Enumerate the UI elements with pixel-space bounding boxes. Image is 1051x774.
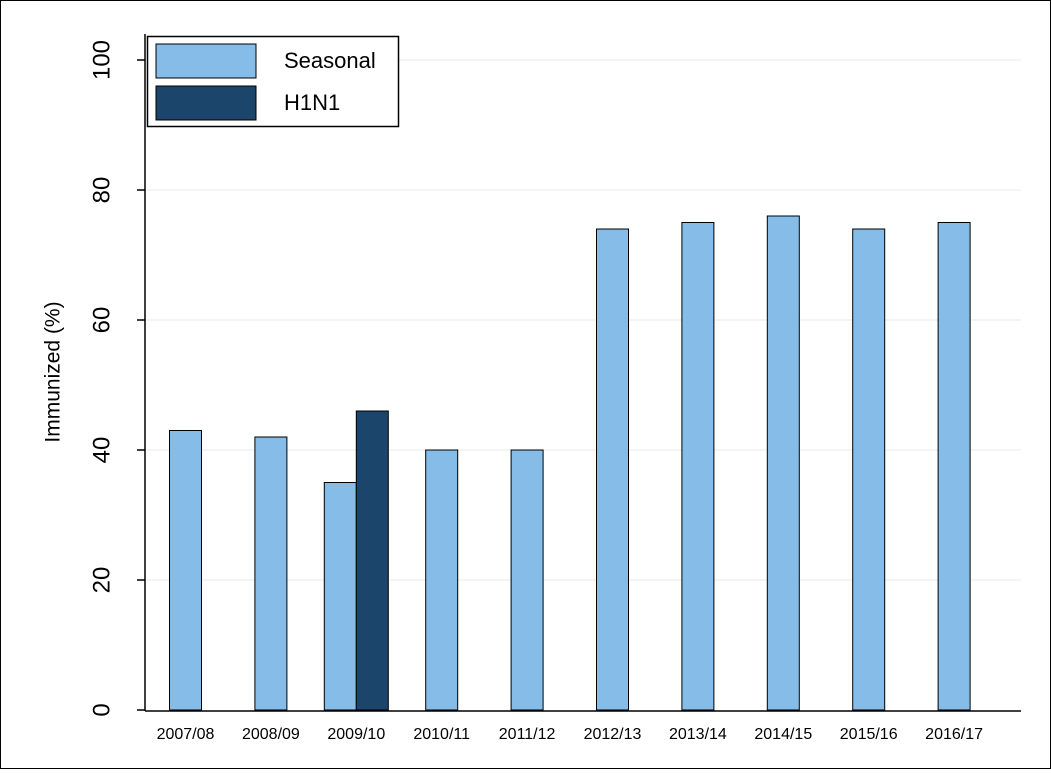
bar-seasonal-2010-11	[425, 449, 459, 711]
y-tick-label: 60	[88, 307, 115, 334]
bar-seasonal-2014-15	[766, 215, 800, 711]
legend-label-h1n1: H1N1	[284, 90, 340, 115]
axes	[144, 34, 1021, 712]
bar-seasonal-2009-10	[323, 482, 357, 711]
x-ticks: 2007/08 2008/09 2009/10 2010/11 2011/12 2012/…	[157, 726, 984, 743]
legend: Seasonal H1N1	[146, 35, 400, 128]
bars	[169, 215, 971, 711]
y-axis-label: Immunized (%)	[42, 301, 65, 442]
y-tick-label: 0	[88, 703, 115, 716]
y-ticks: 0 20 40 60 80 100	[88, 40, 145, 717]
bar-seasonal-2016-17	[937, 222, 971, 711]
x-tick-label: 2013/14	[669, 726, 727, 743]
x-tick-label: 2010/11	[413, 726, 470, 743]
x-tick-label: 2015/16	[840, 726, 898, 743]
legend-swatch-h1n1	[155, 85, 257, 121]
bar-seasonal-2011-12	[510, 449, 544, 711]
y-tick-label: 40	[88, 437, 115, 464]
y-tick-label: 80	[88, 177, 115, 204]
y-tick-label: 20	[88, 567, 115, 594]
x-tick-label: 2012/13	[584, 726, 642, 743]
legend-swatch-seasonal	[155, 43, 257, 79]
bar-seasonal-2008-09	[254, 436, 288, 711]
legend-label-seasonal: Seasonal	[284, 48, 376, 73]
x-tick-label: 2008/09	[242, 726, 300, 743]
bar-seasonal-2007-08	[169, 430, 202, 711]
x-tick-label: 2009/10	[327, 726, 385, 743]
y-tick-label: 100	[88, 40, 115, 80]
x-tick-label: 2007/08	[157, 726, 215, 743]
bar-seasonal-2013-14	[681, 222, 715, 711]
bar-seasonal-2015-16	[852, 228, 886, 711]
bar-seasonal-2012-13	[596, 228, 629, 711]
x-tick-label: 2016/17	[925, 726, 983, 743]
x-tick-label: 2014/15	[754, 726, 812, 743]
bar-h1n1-2009-10	[355, 410, 389, 711]
x-tick-label: 2011/12	[499, 726, 556, 743]
